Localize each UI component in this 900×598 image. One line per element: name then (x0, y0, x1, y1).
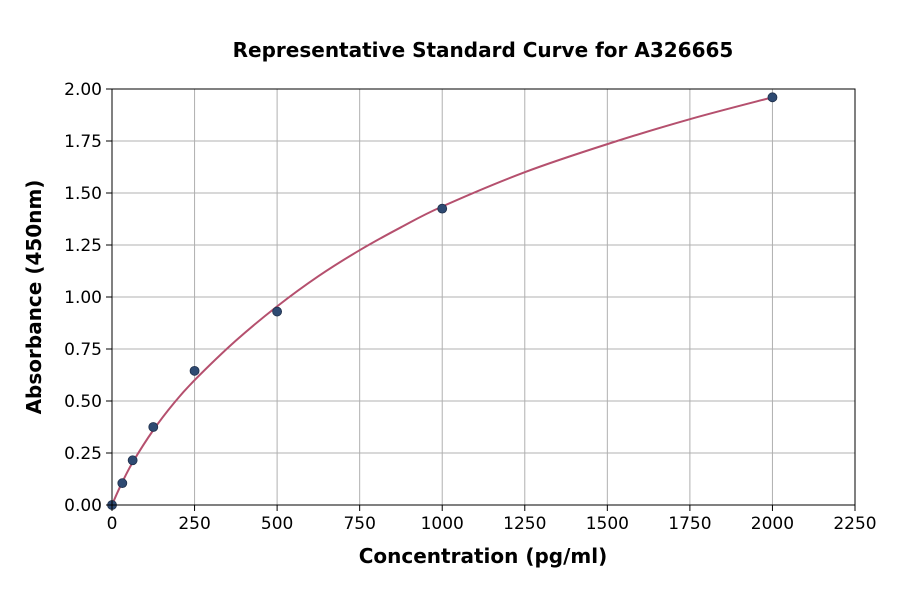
x-tick-label: 1500 (586, 514, 629, 534)
axis-ticks (106, 88, 856, 511)
data-point (127, 455, 138, 466)
data-point (272, 306, 283, 317)
y-tick-label: 1.00 (64, 288, 102, 308)
y-tick-label: 0.50 (64, 392, 102, 412)
data-point (148, 422, 159, 432)
data-point (189, 365, 200, 376)
x-tick-label: 500 (261, 514, 293, 534)
y-tick-label: 0.75 (64, 340, 102, 360)
y-tick-label: 2.00 (64, 80, 102, 100)
x-tick-label: 1000 (421, 514, 464, 534)
x-tick-label: 2250 (833, 514, 876, 534)
y-tick-label: 1.75 (64, 132, 102, 152)
data-point (437, 203, 448, 214)
x-tick-label: 750 (343, 514, 375, 534)
fit-curve-layer (111, 96, 773, 506)
data-point (767, 92, 778, 103)
x-tick-label: 250 (178, 514, 210, 534)
y-tick-label: 1.25 (64, 236, 102, 256)
x-tick-label: 0 (107, 514, 118, 534)
y-tick-labels: 0.00 0.25 0.50 0.75 1.00 1.25 1.50 1.75 2.00 (64, 80, 102, 516)
x-tick-label: 1250 (503, 514, 546, 534)
x-tick-label: 2000 (751, 514, 794, 534)
data-point (117, 478, 128, 489)
grid (111, 88, 856, 506)
x-axis-label: Concentration (pg/ml) (359, 544, 608, 568)
y-tick-label: 1.50 (64, 184, 102, 204)
x-tick-label: 1750 (668, 514, 711, 534)
chart-title: Representative Standard Curve for A32666… (233, 38, 734, 62)
fit-curve (111, 96, 773, 506)
y-axis-label: Absorbance (450nm) (22, 180, 46, 415)
x-tick-labels: 0 250 500 750 1000 1250 1500 1750 2000 2250 (107, 514, 877, 534)
y-tick-label: 0.00 (64, 496, 102, 516)
y-tick-label: 0.25 (64, 444, 102, 464)
